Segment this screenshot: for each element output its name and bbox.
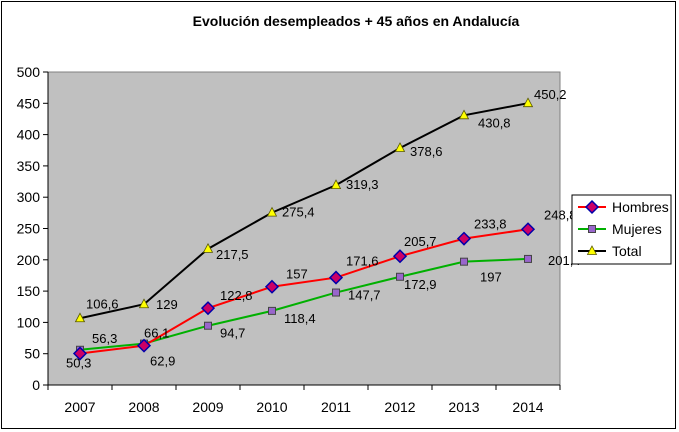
data-label-mujeres: 118,4 bbox=[284, 311, 316, 326]
y-tick-label: 0 bbox=[32, 377, 40, 393]
data-label-total: 430,8 bbox=[478, 115, 511, 130]
series-line-total bbox=[79, 102, 529, 320]
x-tick-label: 2010 bbox=[256, 399, 287, 415]
data-label-hombres: 50,3 bbox=[66, 356, 91, 371]
data-label-mujeres: 94,7 bbox=[220, 326, 245, 341]
legend-marker-total bbox=[586, 245, 598, 255]
y-tick-label: 500 bbox=[17, 64, 41, 80]
legend-marker-hombres bbox=[584, 199, 600, 215]
x-tick-label: 2009 bbox=[192, 399, 223, 415]
data-labels: 50,3 62,9 122,8 157 171,6 205,7 233,8 248,8 56,3… bbox=[66, 87, 581, 370]
legend-label-mujeres: Mujeres bbox=[612, 221, 662, 237]
data-point-total bbox=[458, 109, 470, 120]
data-label-hombres: 122,8 bbox=[220, 288, 253, 303]
y-tick-label: 150 bbox=[17, 283, 41, 299]
data-label-mujeres: 66,1 bbox=[144, 326, 169, 341]
data-label-mujeres: 147,7 bbox=[348, 288, 381, 303]
data-point-hombres bbox=[200, 301, 216, 316]
data-label-total: 450,2 bbox=[534, 87, 567, 102]
data-label-hombres: 171,6 bbox=[346, 254, 379, 269]
data-point-mujeres bbox=[268, 306, 276, 315]
y-tick-label: 350 bbox=[17, 158, 41, 174]
data-label-hombres: 248,8 bbox=[544, 207, 577, 222]
series-lines bbox=[79, 102, 529, 355]
y-tick-label: 400 bbox=[17, 127, 41, 143]
x-tick-label: 2013 bbox=[448, 399, 479, 415]
axes: 0 50 100 150 200 250 300 350 400 450 500 2007 2008 20… bbox=[17, 64, 561, 415]
series-markers bbox=[72, 97, 536, 361]
data-point-mujeres bbox=[460, 257, 468, 266]
data-label-hombres: 157 bbox=[286, 267, 308, 282]
data-point-hombres bbox=[264, 279, 280, 294]
chart-title: Evolución desempleados + 45 años en Anda… bbox=[193, 13, 520, 29]
data-point-mujeres bbox=[396, 272, 404, 281]
y-tick-label: 250 bbox=[17, 221, 41, 237]
data-label-total: 319,3 bbox=[346, 177, 379, 192]
data-label-total: 106,6 bbox=[86, 296, 119, 311]
legend-label-total: Total bbox=[612, 243, 642, 259]
data-point-total bbox=[394, 142, 406, 152]
data-label-total: 275,4 bbox=[282, 205, 315, 220]
data-point-hombres bbox=[328, 270, 344, 285]
data-point-mujeres bbox=[524, 254, 532, 263]
data-point-total bbox=[138, 298, 150, 309]
y-tick-label: 200 bbox=[17, 252, 41, 268]
y-tick-label: 50 bbox=[24, 346, 40, 362]
y-tick-label: 100 bbox=[17, 314, 41, 330]
data-point-total bbox=[266, 206, 278, 217]
y-tick-label: 300 bbox=[17, 189, 41, 205]
series-line-hombres bbox=[79, 228, 529, 355]
legend: Hombres Mujeres Total bbox=[571, 194, 672, 265]
data-point-total bbox=[202, 242, 214, 253]
data-point-total bbox=[522, 97, 534, 108]
data-point-hombres bbox=[520, 222, 536, 237]
data-label-hombres: 233,8 bbox=[474, 217, 507, 232]
data-label-hombres: 205,7 bbox=[404, 234, 437, 249]
data-label-mujeres: 172,9 bbox=[404, 277, 437, 292]
x-tick-label: 2012 bbox=[384, 399, 415, 415]
series-line-mujeres bbox=[79, 257, 529, 351]
y-tick-label: 450 bbox=[17, 95, 41, 111]
data-label-hombres: 62,9 bbox=[150, 354, 175, 369]
data-point-mujeres bbox=[204, 321, 212, 330]
legend-label-hombres: Hombres bbox=[612, 199, 669, 215]
data-label-total: 129 bbox=[156, 297, 178, 312]
data-point-hombres bbox=[72, 346, 88, 361]
data-point-mujeres bbox=[332, 288, 340, 297]
x-tick-label: 2011 bbox=[321, 399, 351, 415]
data-label-total: 378,6 bbox=[410, 144, 443, 159]
data-point-hombres bbox=[392, 249, 408, 264]
data-label-mujeres: 56,3 bbox=[92, 331, 117, 346]
x-tick-label: 2007 bbox=[64, 399, 95, 415]
x-tick-label: 2008 bbox=[128, 399, 159, 415]
x-tick-label: 2014 bbox=[512, 399, 543, 415]
legend-marker-mujeres bbox=[588, 225, 596, 233]
data-label-total: 217,5 bbox=[216, 247, 249, 262]
data-point-total bbox=[330, 179, 342, 190]
data-point-hombres bbox=[456, 231, 472, 246]
data-point-total bbox=[74, 312, 86, 323]
data-point-hombres bbox=[136, 338, 152, 353]
plot-area bbox=[47, 71, 561, 386]
data-label-mujeres: 197 bbox=[480, 270, 502, 285]
